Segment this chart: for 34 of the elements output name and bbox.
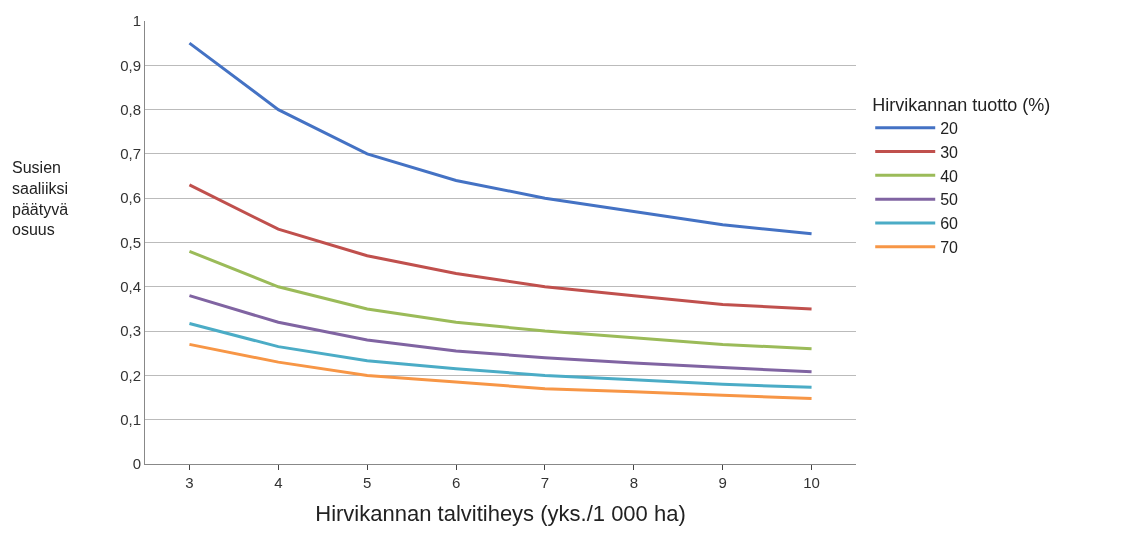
- x-tick-label: 6: [451, 474, 461, 491]
- line-series: [187, 322, 814, 389]
- y-tick-label: 0,3: [120, 322, 141, 340]
- y-tick-label: 0,7: [120, 145, 141, 163]
- y-tick-label: 0,4: [120, 278, 141, 296]
- line-series: [187, 294, 814, 374]
- x-tick-label: 10: [803, 474, 820, 491]
- line-series: [187, 249, 814, 351]
- line-series: [187, 183, 814, 311]
- y-tick-label: 0,2: [120, 366, 141, 384]
- x-tick-label: 5: [363, 474, 372, 491]
- legend-label: 60: [940, 215, 959, 233]
- x-tick-label: 9: [718, 474, 727, 491]
- x-axis-title: Hirvikannan talvitiheys (yks./1 000 ha): [315, 500, 686, 526]
- legend-label: 20: [940, 119, 959, 137]
- y-tick-label: 0,6: [120, 189, 141, 207]
- x-tick-label: 8: [629, 474, 638, 491]
- y-tick-label: 0: [132, 455, 141, 473]
- y-tick-label: 0,9: [120, 56, 141, 74]
- legend-label: 40: [940, 167, 959, 185]
- legend-label: 50: [940, 191, 959, 209]
- legend-title: Hirvikannan tuotto (%): [872, 94, 1051, 115]
- legend-label: 30: [940, 143, 959, 161]
- y-tick-label: 0,1: [120, 410, 141, 428]
- legend-label: 70: [940, 238, 959, 256]
- x-tick-label: 7: [540, 474, 550, 491]
- y-axis-title: Susien saaliiksi päätyvä osuus: [12, 159, 69, 239]
- y-tick-label: 0,5: [120, 233, 141, 251]
- x-tick-label: 3: [185, 474, 194, 491]
- line-series: [187, 41, 814, 236]
- y-tick-label: 1: [132, 12, 141, 30]
- y-tick-label: 0,8: [120, 100, 141, 118]
- line-series: [187, 342, 814, 400]
- x-tick-label: 4: [274, 474, 283, 491]
